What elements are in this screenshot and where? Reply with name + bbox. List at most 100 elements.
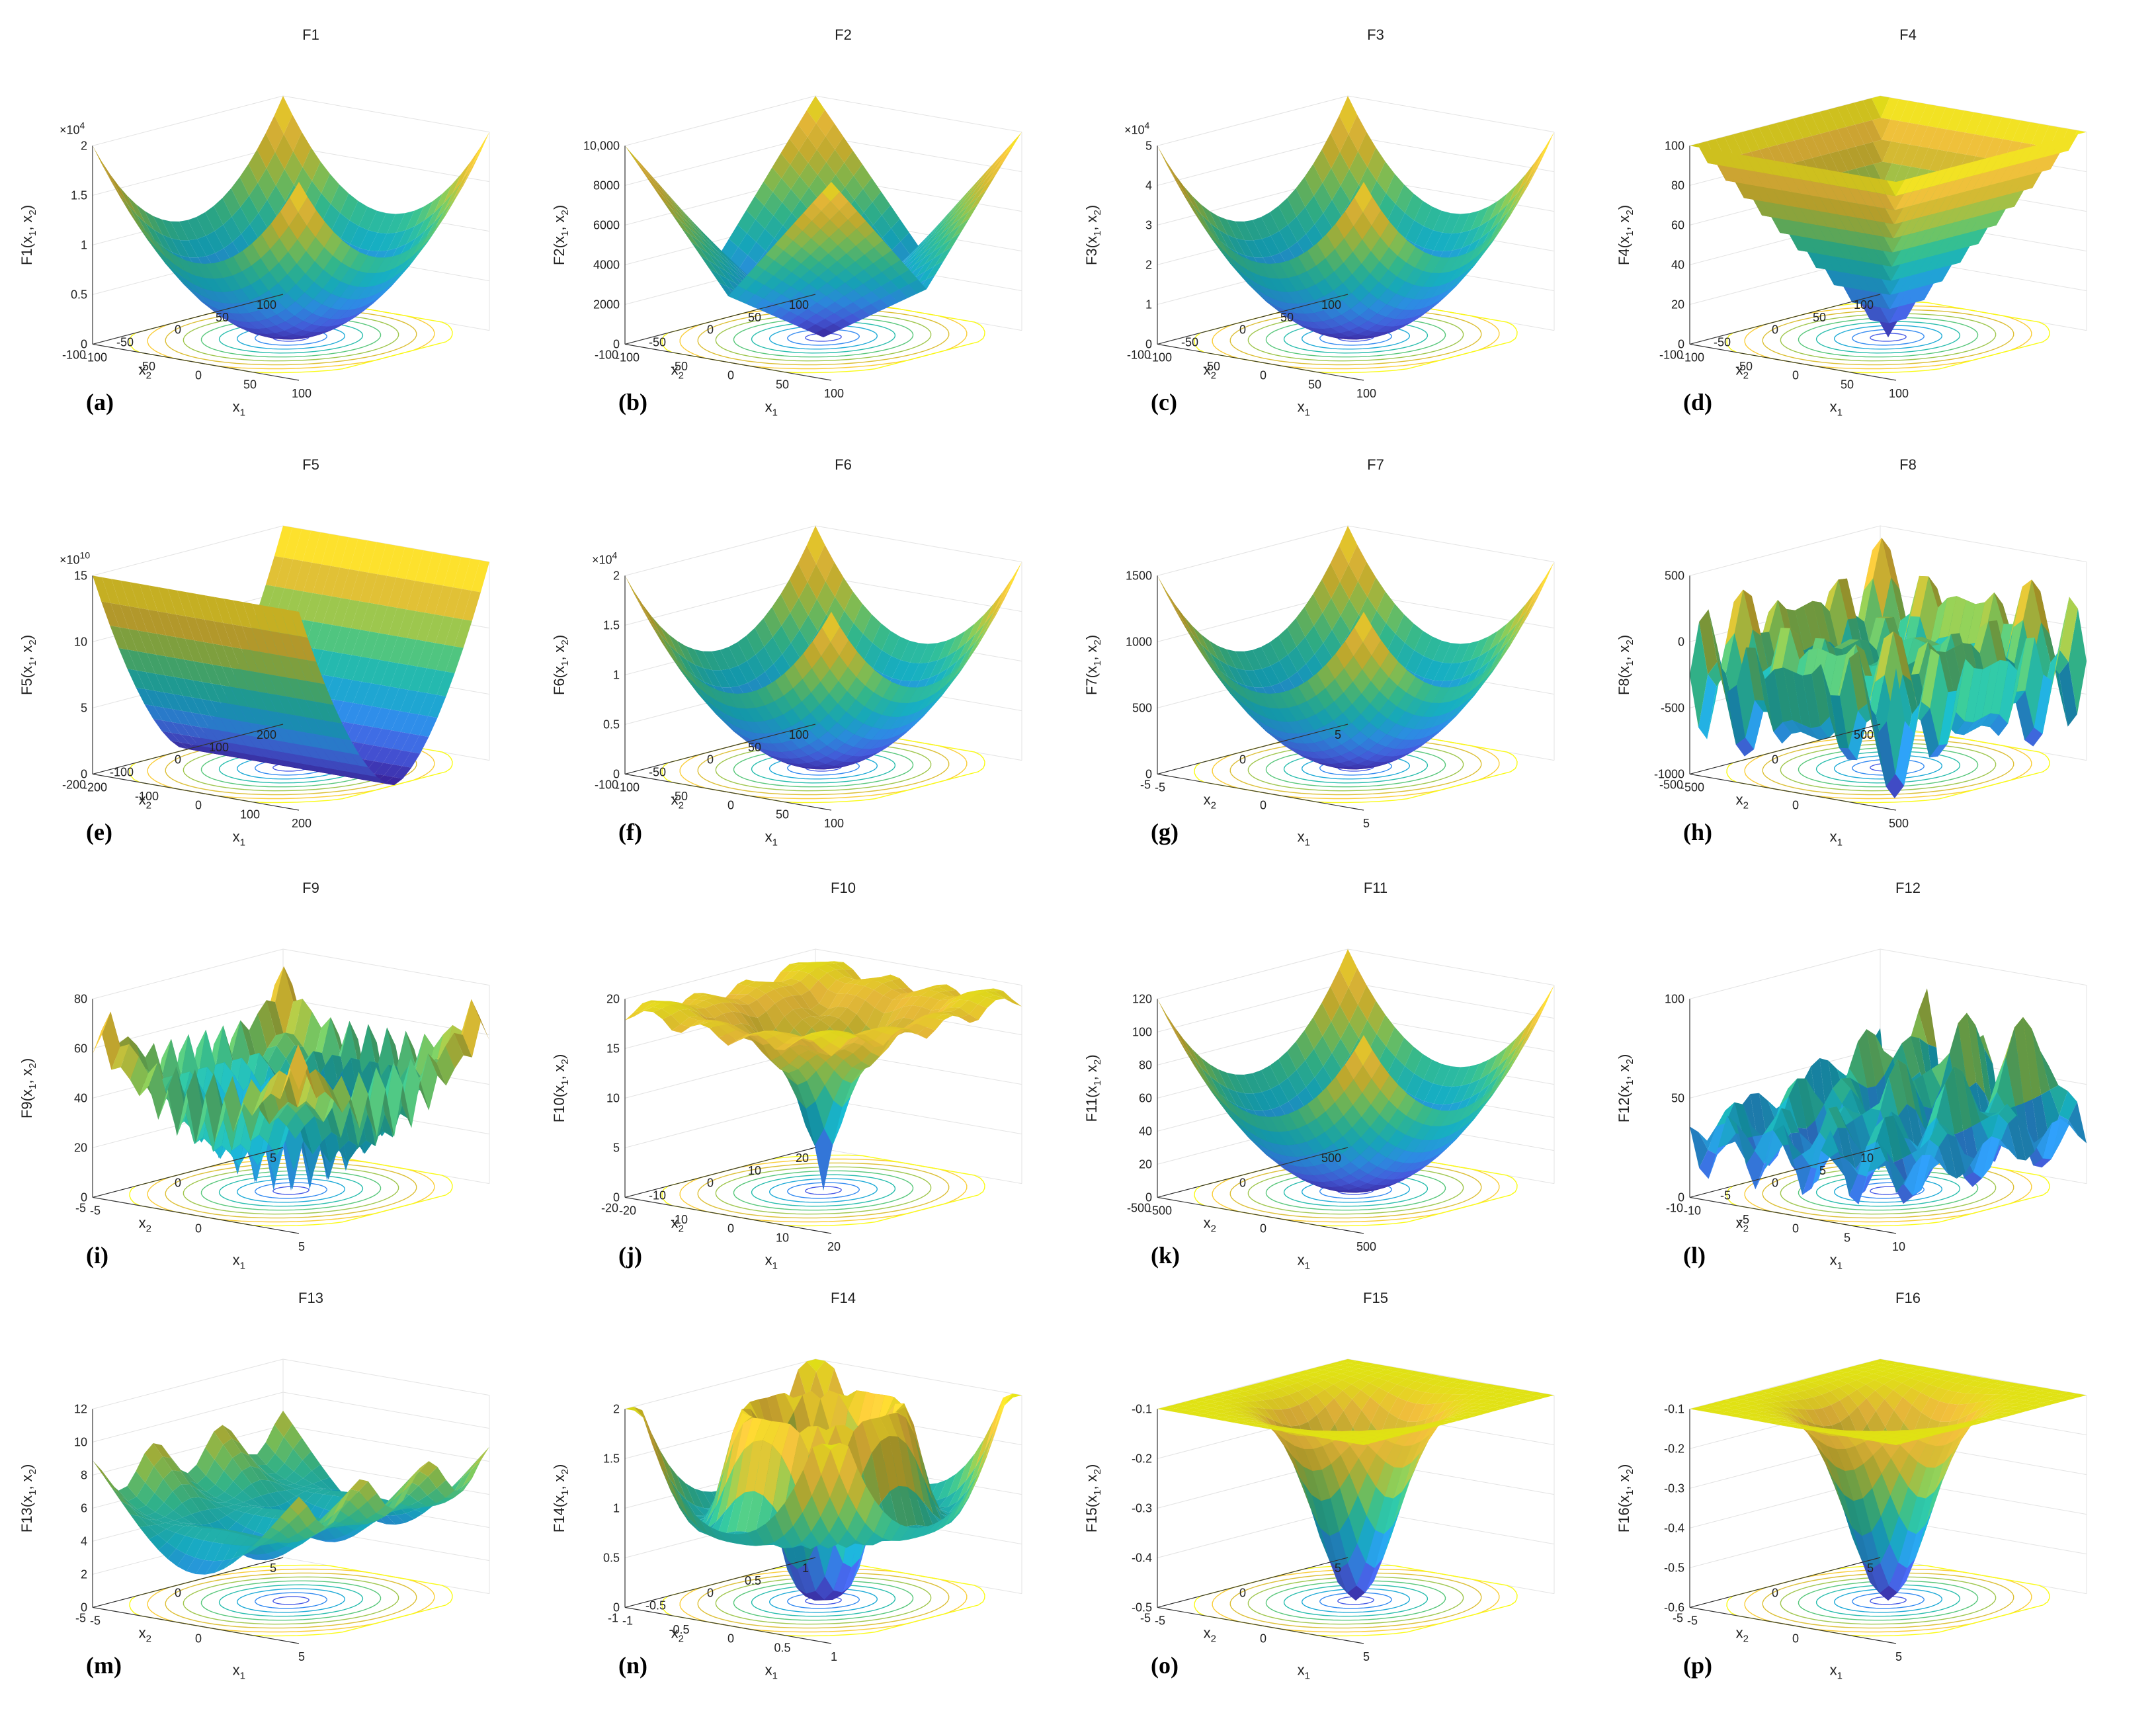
surface-patch xyxy=(882,228,901,251)
surface-patch xyxy=(286,302,304,316)
surface-patch xyxy=(362,683,381,706)
surface-patch xyxy=(747,654,765,679)
surface-patch xyxy=(275,558,294,589)
surface-patch xyxy=(375,269,394,286)
surface-patch xyxy=(1405,623,1423,651)
surface-patch xyxy=(222,188,241,217)
y-tick-label: -100 xyxy=(595,778,618,791)
surface-patch xyxy=(2016,690,2034,740)
z-tick-label: 4 xyxy=(1145,179,1152,192)
surface-patch xyxy=(250,650,269,675)
surface-patch xyxy=(1948,596,1966,641)
surface-patch xyxy=(147,239,166,264)
surface-patch xyxy=(808,761,826,767)
surface-patch xyxy=(969,189,987,212)
y-tick-label: -100 xyxy=(110,766,134,779)
axes xyxy=(624,146,832,381)
surface-patch xyxy=(1183,185,1202,215)
surface-patch xyxy=(957,185,976,208)
surface-patch xyxy=(863,727,882,740)
surface-patch xyxy=(642,604,661,635)
surface-patch xyxy=(801,255,819,271)
surface-patch xyxy=(728,286,747,300)
contour-line xyxy=(1798,747,1979,788)
surface-patch xyxy=(341,247,360,268)
surface-patch xyxy=(1167,594,1185,627)
surface-patch xyxy=(257,328,275,335)
surface-patch xyxy=(333,626,351,653)
surface-patch xyxy=(1500,198,1518,228)
surface-patch xyxy=(190,725,209,739)
surface-patch xyxy=(1916,269,1934,288)
surface-patch xyxy=(1384,327,1402,335)
surface-patch xyxy=(1872,118,1891,140)
surface-patch xyxy=(1891,121,1909,144)
surface-patch xyxy=(951,658,970,684)
y-tick-label: 100 xyxy=(789,298,809,312)
surface-patch xyxy=(182,710,200,728)
surface-patch xyxy=(1258,290,1276,307)
x-tick-label: 0 xyxy=(195,799,202,812)
z-tick-label: 60 xyxy=(1671,218,1684,231)
surface-patch xyxy=(315,683,334,705)
surface-patch xyxy=(436,200,455,229)
surface-patch xyxy=(419,228,437,254)
surface-patch xyxy=(958,188,977,210)
surface-patch xyxy=(1773,175,1792,192)
surface-patch xyxy=(296,273,314,293)
surface-patch xyxy=(1232,681,1251,702)
surface-patch xyxy=(444,587,462,618)
surface-patch xyxy=(306,237,325,262)
surface-patch xyxy=(827,261,846,276)
surface-patch xyxy=(754,298,772,312)
surface-patch xyxy=(1440,698,1458,716)
surface-patch xyxy=(1386,308,1405,319)
surface-patch xyxy=(862,291,881,304)
surface-patch xyxy=(1335,668,1353,693)
surface-patch xyxy=(903,245,921,263)
surface-patch xyxy=(764,637,782,664)
surface-patch xyxy=(1727,152,1745,170)
surface-patch xyxy=(376,781,394,786)
surface-patch xyxy=(899,269,918,284)
surface-patch xyxy=(1279,690,1298,708)
surface-patch xyxy=(435,616,454,645)
surface-patch xyxy=(705,235,724,254)
surface-patch xyxy=(1803,136,1821,158)
surface-patch xyxy=(833,765,852,769)
panel-label: (a) xyxy=(86,389,114,415)
surface-patch xyxy=(1881,292,1899,310)
surface-patch xyxy=(1846,216,1866,233)
surface-patch xyxy=(949,201,968,222)
surface-patch xyxy=(1278,721,1296,734)
axes xyxy=(1689,146,1897,381)
surface-patch xyxy=(1370,667,1389,692)
surface-patch xyxy=(860,751,879,761)
surface-patch xyxy=(803,202,821,222)
surface-patch xyxy=(274,526,293,558)
surface-patch xyxy=(958,641,977,668)
y-axis-line xyxy=(92,294,284,345)
surface-patch xyxy=(353,704,372,726)
z-tick-label: 1.5 xyxy=(603,618,620,632)
surface-patch xyxy=(1839,186,1858,204)
surface-patch xyxy=(745,730,763,743)
surface-patch xyxy=(305,700,324,721)
surface-patch xyxy=(337,314,356,325)
surface-patch xyxy=(275,134,294,169)
surface-patch xyxy=(1934,236,1954,255)
y-tick-label: -200 xyxy=(62,778,86,791)
surface-patch xyxy=(1921,185,1939,204)
surface-patch xyxy=(1999,661,2018,724)
panel-label: (e) xyxy=(86,819,112,845)
surface-patch xyxy=(1430,720,1448,735)
surface-patch xyxy=(862,739,881,749)
surface-patch xyxy=(245,753,264,762)
surface-patch xyxy=(852,309,870,320)
contour-line xyxy=(697,309,950,366)
surface-patch xyxy=(1380,247,1398,270)
surface-patch xyxy=(689,681,708,704)
surface-patch xyxy=(1945,647,1964,696)
surface-patch xyxy=(1811,726,1829,740)
surface-patch xyxy=(294,730,313,747)
